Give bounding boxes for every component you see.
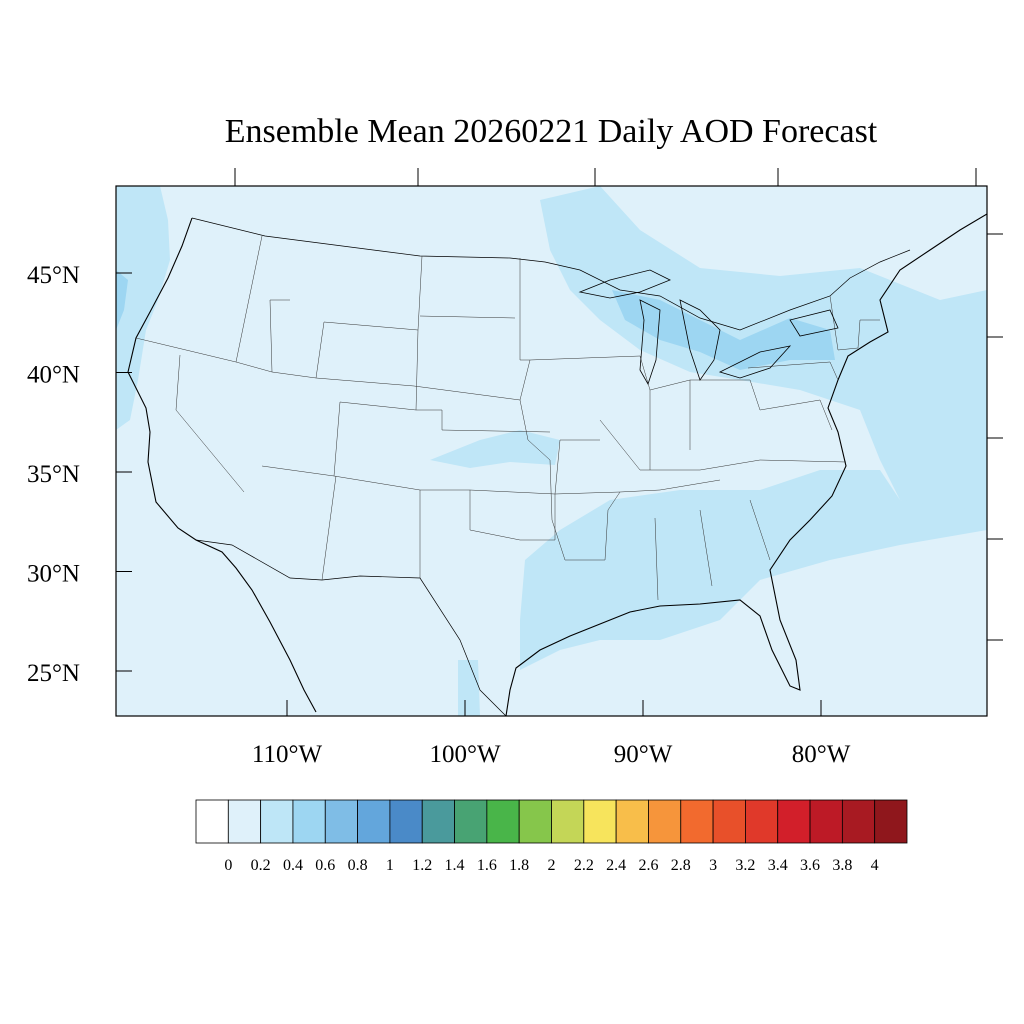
- colorbar-tick-label: 0.4: [283, 857, 303, 874]
- colorbar-swatch: [841, 799, 876, 844]
- colorbar-tick-label: 1.2: [412, 857, 432, 874]
- colorbar: [195, 799, 908, 844]
- colorbar-swatch: [357, 799, 391, 844]
- colorbar-swatch: [648, 799, 682, 844]
- colorbar-tick-label: 1.8: [509, 857, 529, 874]
- aod-zone-south-texas: [458, 660, 480, 716]
- colorbar-tick-label: 3: [709, 857, 717, 874]
- colorbar-swatch: [518, 799, 552, 844]
- latitude-label: 25°N: [27, 660, 80, 687]
- colorbar-swatch: [777, 799, 811, 844]
- colorbar-tick-label: 1.6: [477, 857, 497, 874]
- colorbar-swatch: [486, 799, 520, 844]
- coastlines-and-borders: [127, 213, 987, 716]
- colorbar-swatch: [874, 799, 908, 844]
- colorbar-tick-label: 3.8: [832, 857, 852, 874]
- colorbar-swatch: [292, 799, 326, 844]
- graticule-ticks: [116, 168, 1003, 716]
- canada-border: [191, 217, 911, 331]
- colorbar-tick-label: 2.8: [671, 857, 691, 874]
- state-borders: [135, 235, 880, 601]
- aod-zone-plains: [430, 430, 560, 468]
- colorbar-tick-label: 0.2: [251, 857, 271, 874]
- colorbar-tick-label: 2.4: [606, 857, 626, 874]
- colorbar-swatch: [745, 799, 779, 844]
- aod-zone-pacific: [116, 186, 170, 430]
- great-lakes: [578, 269, 839, 385]
- colorbar-swatch: [712, 799, 746, 844]
- colorbar-swatch: [551, 799, 585, 844]
- colorbar-swatch: [260, 799, 294, 844]
- colorbar-tick-label: 0.6: [315, 857, 335, 874]
- aod-zone-great-lakes: [612, 290, 835, 370]
- colorbar-tick-label: 0.8: [348, 857, 368, 874]
- colorbar-swatch: [324, 799, 358, 844]
- colorbar-labels: 0 0.2 0.4 0.6 0.8 1 1.2 1.4 1.6 1.8 2 2.2 2.4 2.6 2.8 3…: [224, 857, 878, 874]
- colorbar-tick-label: 4: [871, 857, 879, 874]
- latitude-labels: 45°N 40°N 35°N 30°N 25°N: [27, 262, 80, 687]
- latitude-label: 30°N: [27, 561, 80, 588]
- colorbar-tick-label: 0: [224, 857, 232, 874]
- longitude-label: 80°W: [792, 741, 851, 768]
- colorbar-swatch: [454, 799, 488, 844]
- colorbar-tick-label: 2.2: [574, 857, 594, 874]
- chart-title: Ensemble Mean 20260221 Daily AOD Forecas…: [225, 113, 878, 150]
- map-panel: 45°N 40°N 35°N 30°N 25°N 110°W 100°W 90°W 80°W: [27, 168, 1003, 768]
- longitude-label: 90°W: [614, 741, 673, 768]
- colorbar-swatch: [809, 799, 843, 844]
- colorbar-swatch: [389, 799, 423, 844]
- colorbar-tick-label: 2: [548, 857, 556, 874]
- longitude-labels: 110°W 100°W 90°W 80°W: [252, 741, 851, 768]
- colorbar-tick-label: 3.4: [768, 857, 788, 874]
- colorbar-swatch: [227, 799, 262, 844]
- latitude-label: 35°N: [27, 461, 80, 488]
- colorbar-swatch: [680, 799, 714, 844]
- colorbar-swatch: [421, 799, 455, 844]
- colorbar-tick-label: 2.6: [638, 857, 658, 874]
- longitude-label: 100°W: [429, 741, 500, 768]
- latitude-label: 45°N: [27, 262, 80, 289]
- aod-zone-southeast: [520, 470, 987, 670]
- colorbar-tick-label: 1.4: [445, 857, 465, 874]
- colorbar-swatch: [583, 799, 617, 844]
- colorbar-swatch: [615, 799, 649, 844]
- colorbar-tick-label: 1: [386, 857, 394, 874]
- aod-shading: [116, 186, 987, 716]
- colorbar-tick-label: 3.2: [735, 857, 755, 874]
- colorbar-swatch: [195, 799, 229, 844]
- latitude-label: 40°N: [27, 362, 80, 389]
- aod-zone-pacific-core: [116, 270, 128, 330]
- longitude-label: 110°W: [252, 741, 323, 768]
- map-frame: [115, 185, 988, 717]
- coastline: [127, 213, 987, 716]
- mexico-border: [195, 539, 507, 716]
- colorbar-tick-label: 3.6: [800, 857, 820, 874]
